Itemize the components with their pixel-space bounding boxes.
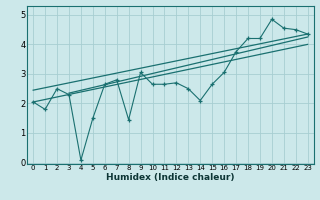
- X-axis label: Humidex (Indice chaleur): Humidex (Indice chaleur): [106, 173, 235, 182]
